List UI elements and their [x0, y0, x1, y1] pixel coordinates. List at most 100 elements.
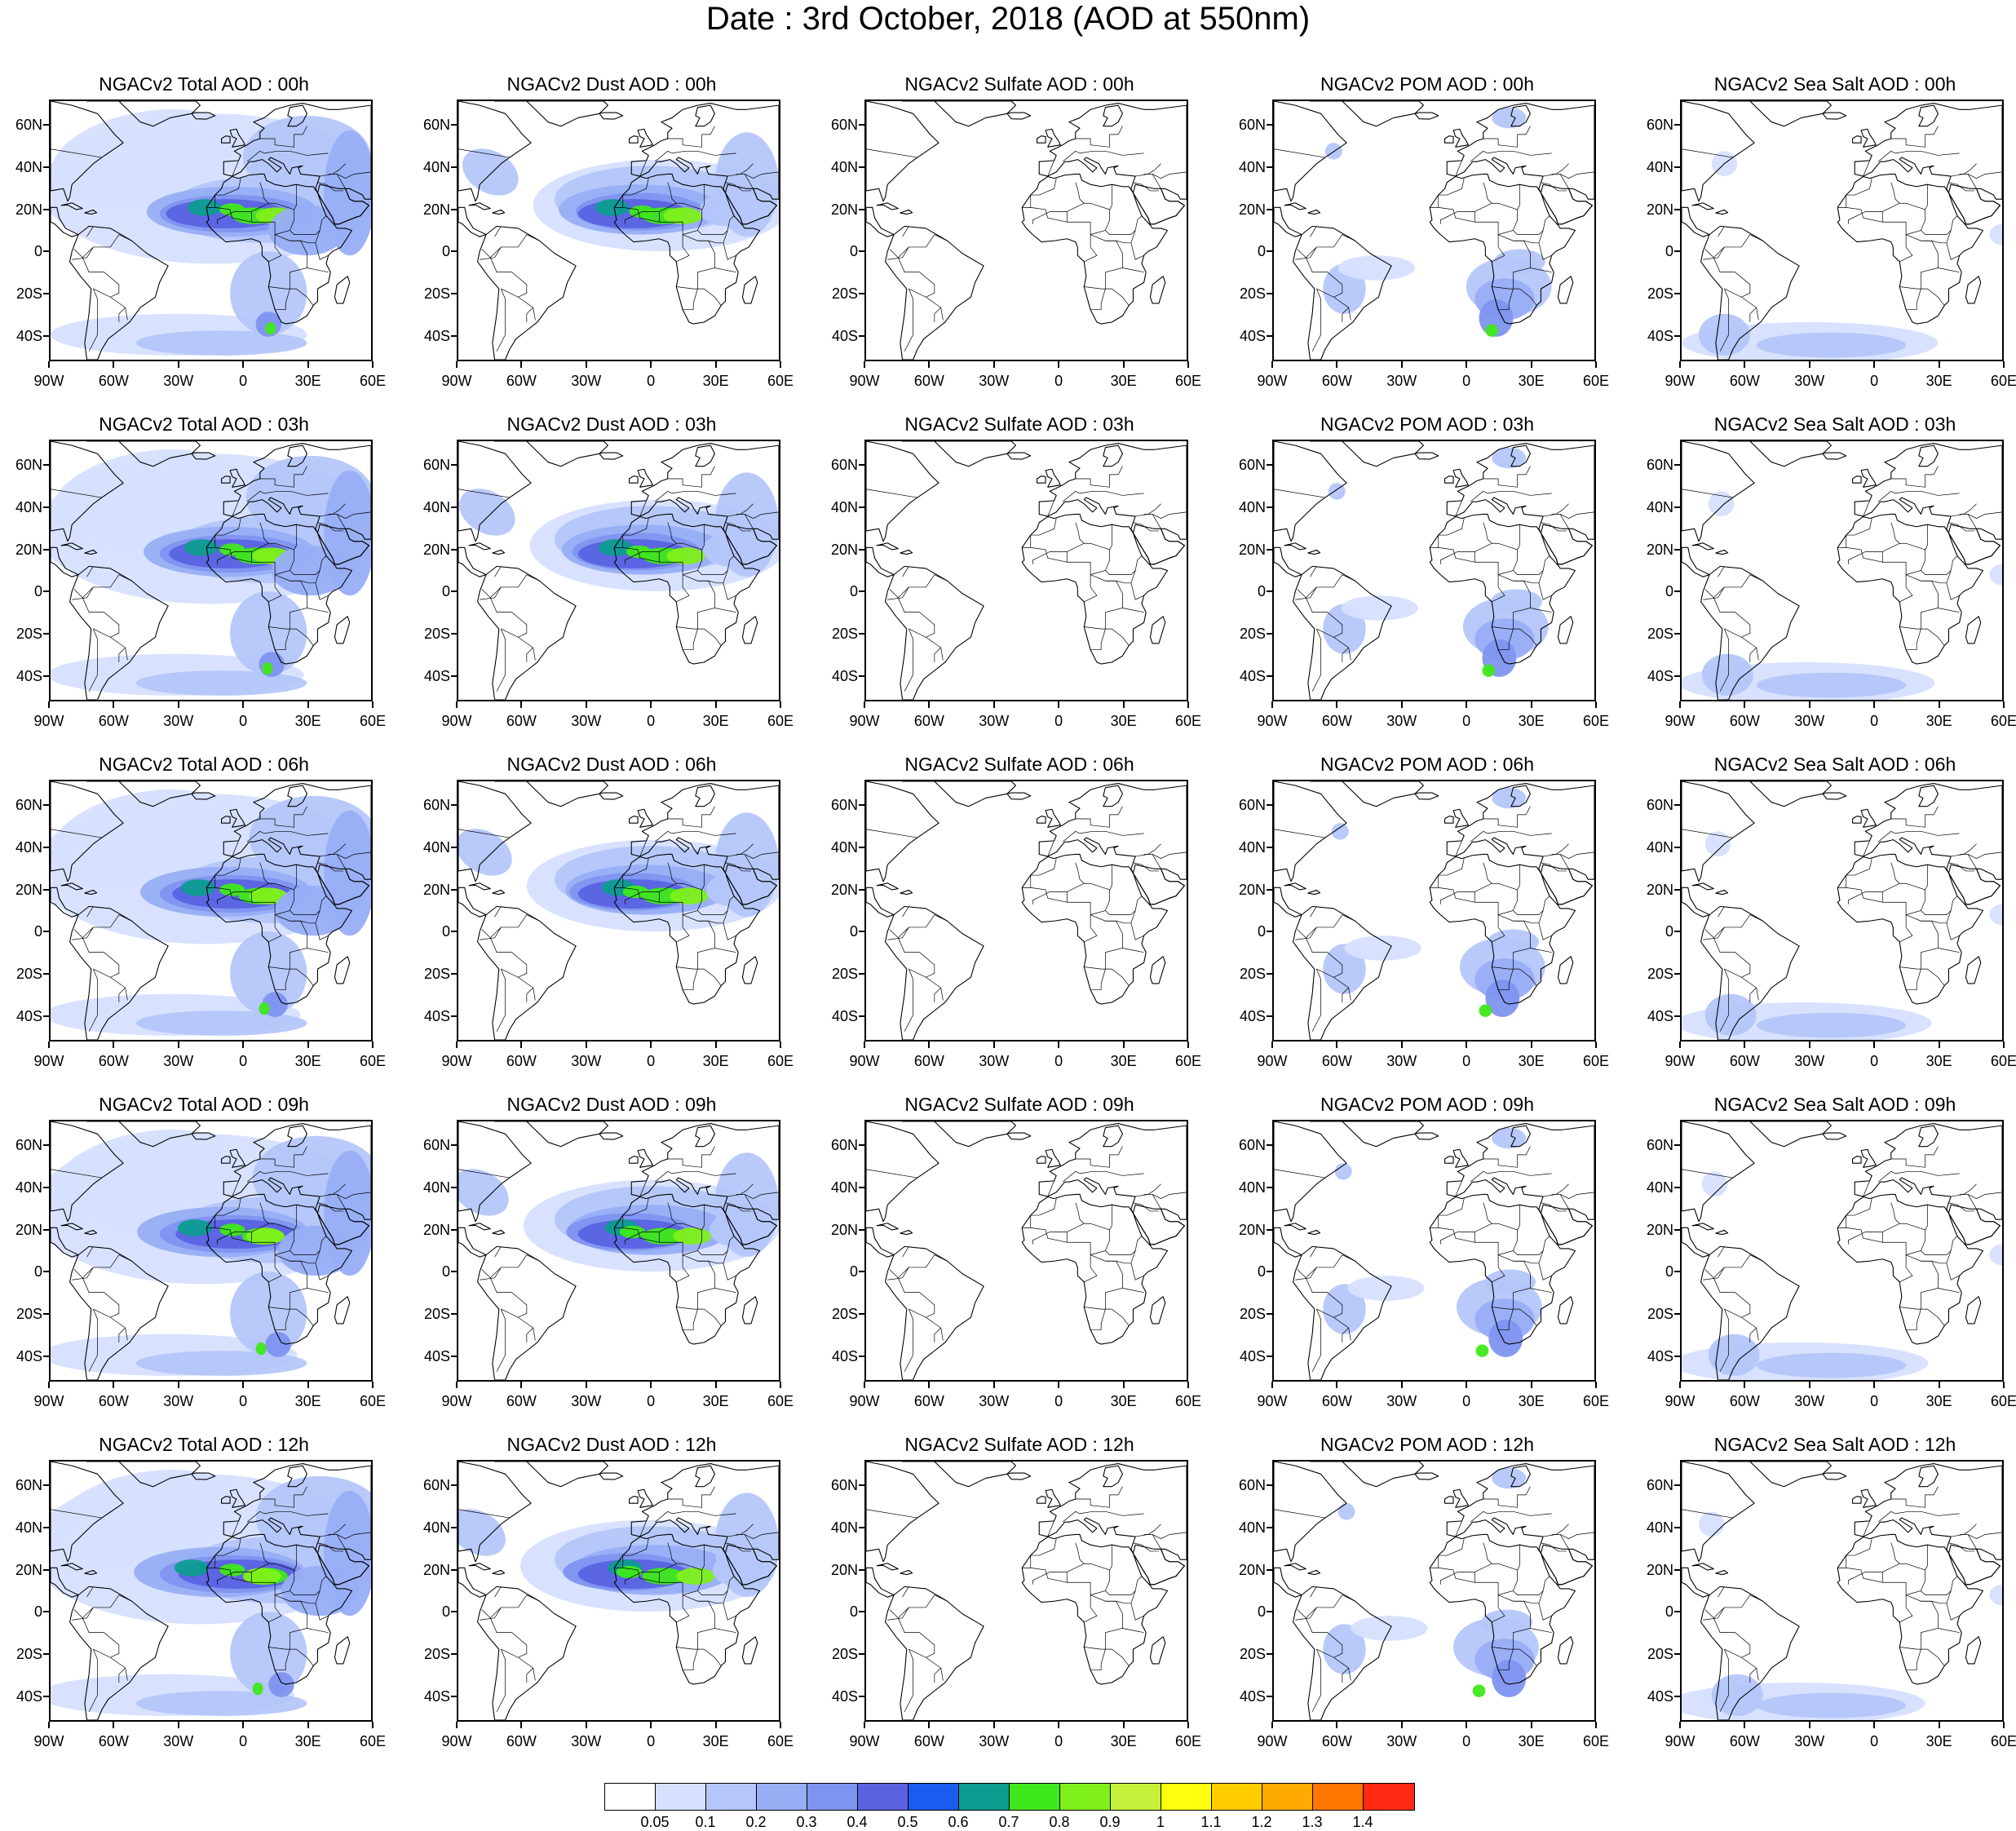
lon-label: 90W	[1257, 713, 1288, 729]
country-border	[897, 914, 948, 978]
country-border	[1032, 1232, 1068, 1245]
country-border	[336, 511, 371, 519]
lon-tick	[714, 1382, 717, 1388]
country-border	[1946, 1263, 1960, 1280]
country-border	[1152, 171, 1187, 179]
country-border	[125, 988, 128, 1001]
coastline-arabia	[1132, 864, 1185, 905]
lon-tick	[1058, 361, 1060, 368]
lon-tick	[1938, 1382, 1940, 1388]
lat-label: 40S	[831, 1687, 858, 1705]
coastline-southAmerica	[477, 905, 577, 1040]
country-border	[1704, 589, 1714, 599]
country-border	[336, 1192, 371, 1199]
country-border	[268, 1307, 290, 1331]
country-border	[1863, 840, 1870, 857]
country-border	[639, 1520, 647, 1537]
coastline-britain	[229, 1488, 245, 1508]
country-border	[1899, 234, 1913, 263]
colorbar-label: 0.8	[1049, 1814, 1070, 1830]
coastline-scandinaviaFinland	[287, 1465, 307, 1488]
coastline-centralAmerica	[1274, 206, 1302, 237]
country-border	[496, 1308, 506, 1372]
country-border	[1470, 1170, 1552, 1183]
country-border	[667, 182, 677, 204]
colorbar-label: 0.3	[796, 1814, 817, 1830]
lon-tick	[1466, 1042, 1468, 1048]
lon-label: 0	[1870, 1393, 1879, 1409]
lat-label: 60N	[1238, 797, 1266, 814]
lat-tick	[1267, 846, 1272, 848]
lon-label: 0	[1054, 1393, 1063, 1409]
coastline-centralAmerica	[458, 887, 487, 918]
lon-label: 30W	[1794, 1733, 1825, 1749]
country-border	[1030, 184, 1112, 223]
country-border	[268, 1254, 282, 1283]
colorbar-swatch	[1313, 1784, 1364, 1810]
coastline-southAmerica	[885, 1245, 984, 1380]
country-border	[1513, 1260, 1537, 1326]
coastline-greenland	[1718, 101, 1832, 127]
country-border	[1047, 160, 1054, 177]
coastline-cuba	[60, 542, 83, 551]
country-border	[1846, 1545, 1928, 1583]
country-border	[697, 1590, 728, 1595]
lon-label: 30E	[1110, 1053, 1137, 1069]
lat-label: 40N	[422, 1179, 450, 1196]
country-border	[904, 1648, 913, 1712]
country-border	[1022, 178, 1057, 208]
country-border	[1882, 1241, 1947, 1264]
lon-label: 60W	[506, 1393, 537, 1409]
lon-tick	[1271, 361, 1273, 368]
lat-tick	[451, 464, 457, 467]
lat-tick	[1267, 208, 1272, 210]
country-border	[1713, 1594, 1763, 1658]
lon-label: 30E	[1518, 1393, 1545, 1409]
country-border	[926, 976, 942, 1002]
country-border	[683, 209, 703, 235]
aod-contour	[1492, 1659, 1527, 1697]
country-border	[481, 249, 491, 259]
country-border	[683, 549, 703, 575]
lat-tick	[451, 846, 457, 848]
lat-tick	[43, 674, 49, 677]
aod-contour	[673, 1227, 712, 1245]
country-border	[614, 518, 649, 548]
country-border	[866, 1169, 917, 1179]
figure-title: Date : 3rd October, 2018 (AOD at 550nm)	[705, 1, 1311, 37]
coastline-northAmerica	[51, 781, 124, 882]
coastline-southAmerica	[477, 1245, 577, 1380]
map-svg	[458, 781, 779, 1040]
coastline-africa	[206, 513, 352, 665]
colorbar-label: 0.7	[998, 1814, 1019, 1830]
country-border	[1846, 524, 1928, 563]
lon-tick	[1466, 361, 1468, 368]
country-border	[1837, 858, 1872, 888]
coastline-cuba	[468, 882, 491, 891]
lon-label: 60E	[1990, 1733, 2016, 1749]
country-border	[1438, 865, 1520, 903]
lat-label: 60N	[422, 797, 450, 814]
coastline-eurasia	[1854, 1123, 2002, 1245]
lat-label: 20S	[1647, 966, 1673, 983]
lon-label: 90W	[849, 373, 880, 389]
lat-label: 60N	[15, 797, 42, 814]
country-border	[290, 1600, 314, 1666]
lon-tick	[1595, 361, 1597, 368]
country-border	[1513, 240, 1537, 306]
country-border	[1513, 920, 1537, 986]
lon-tick	[928, 701, 931, 708]
country-border	[290, 920, 314, 986]
lat-tick	[451, 1313, 457, 1316]
lat-label: 60N	[422, 1477, 450, 1494]
lat-tick	[1674, 506, 1680, 508]
lat-label: 40S	[423, 1687, 450, 1705]
aod-contour	[1472, 1684, 1486, 1697]
lat-tick	[43, 1611, 49, 1613]
lat-label: 20S	[423, 626, 450, 643]
country-border	[624, 551, 660, 564]
lon-label: 90W	[1257, 1733, 1288, 1749]
country-border	[275, 1569, 295, 1595]
lat-tick	[1674, 804, 1680, 807]
country-border	[1882, 221, 1947, 244]
